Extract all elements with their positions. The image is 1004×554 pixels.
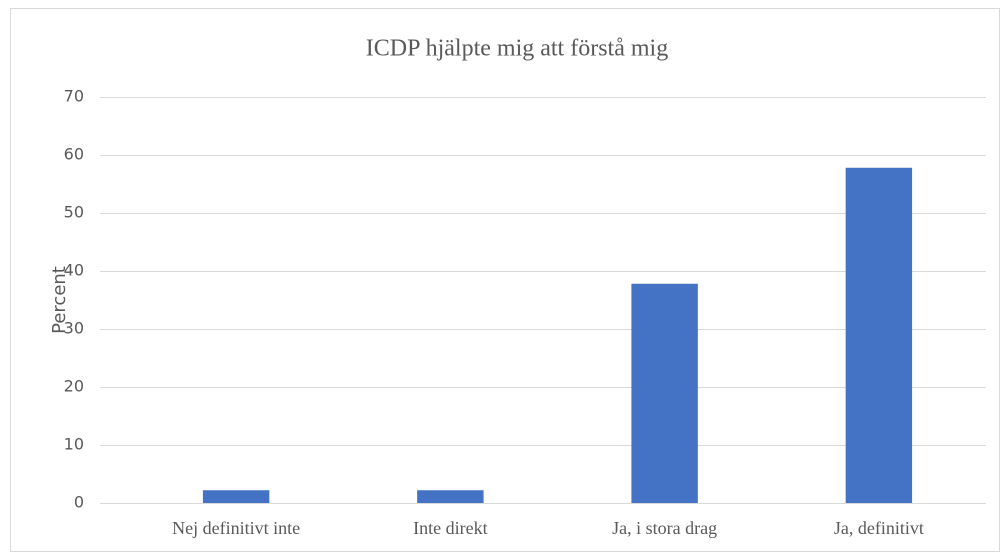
x-tick-label: Nej definitivt inte (172, 518, 300, 538)
chart-frame (10, 8, 1000, 552)
x-tick-label: Ja, definitivt (834, 518, 924, 538)
bar (845, 167, 913, 503)
y-axis-label: Percent (49, 266, 70, 334)
y-tick-label: 0 (74, 493, 84, 512)
x-tick-label: Ja, i stora drag (612, 518, 717, 538)
x-tick-label: Inte direkt (413, 518, 487, 538)
bar (202, 490, 270, 503)
y-tick-label: 20 (64, 377, 84, 396)
bar (631, 283, 698, 503)
chart-title: ICDP hjälpte mig att förstå mig (366, 36, 668, 62)
bar (417, 490, 484, 503)
y-tick-label: 60 (64, 145, 84, 164)
y-tick-label: 50 (64, 203, 84, 222)
y-tick-label: 10 (64, 435, 84, 454)
y-tick-label: 70 (64, 87, 84, 106)
y-tick-label: 30 (64, 319, 84, 338)
y-tick-label: 40 (64, 261, 84, 280)
